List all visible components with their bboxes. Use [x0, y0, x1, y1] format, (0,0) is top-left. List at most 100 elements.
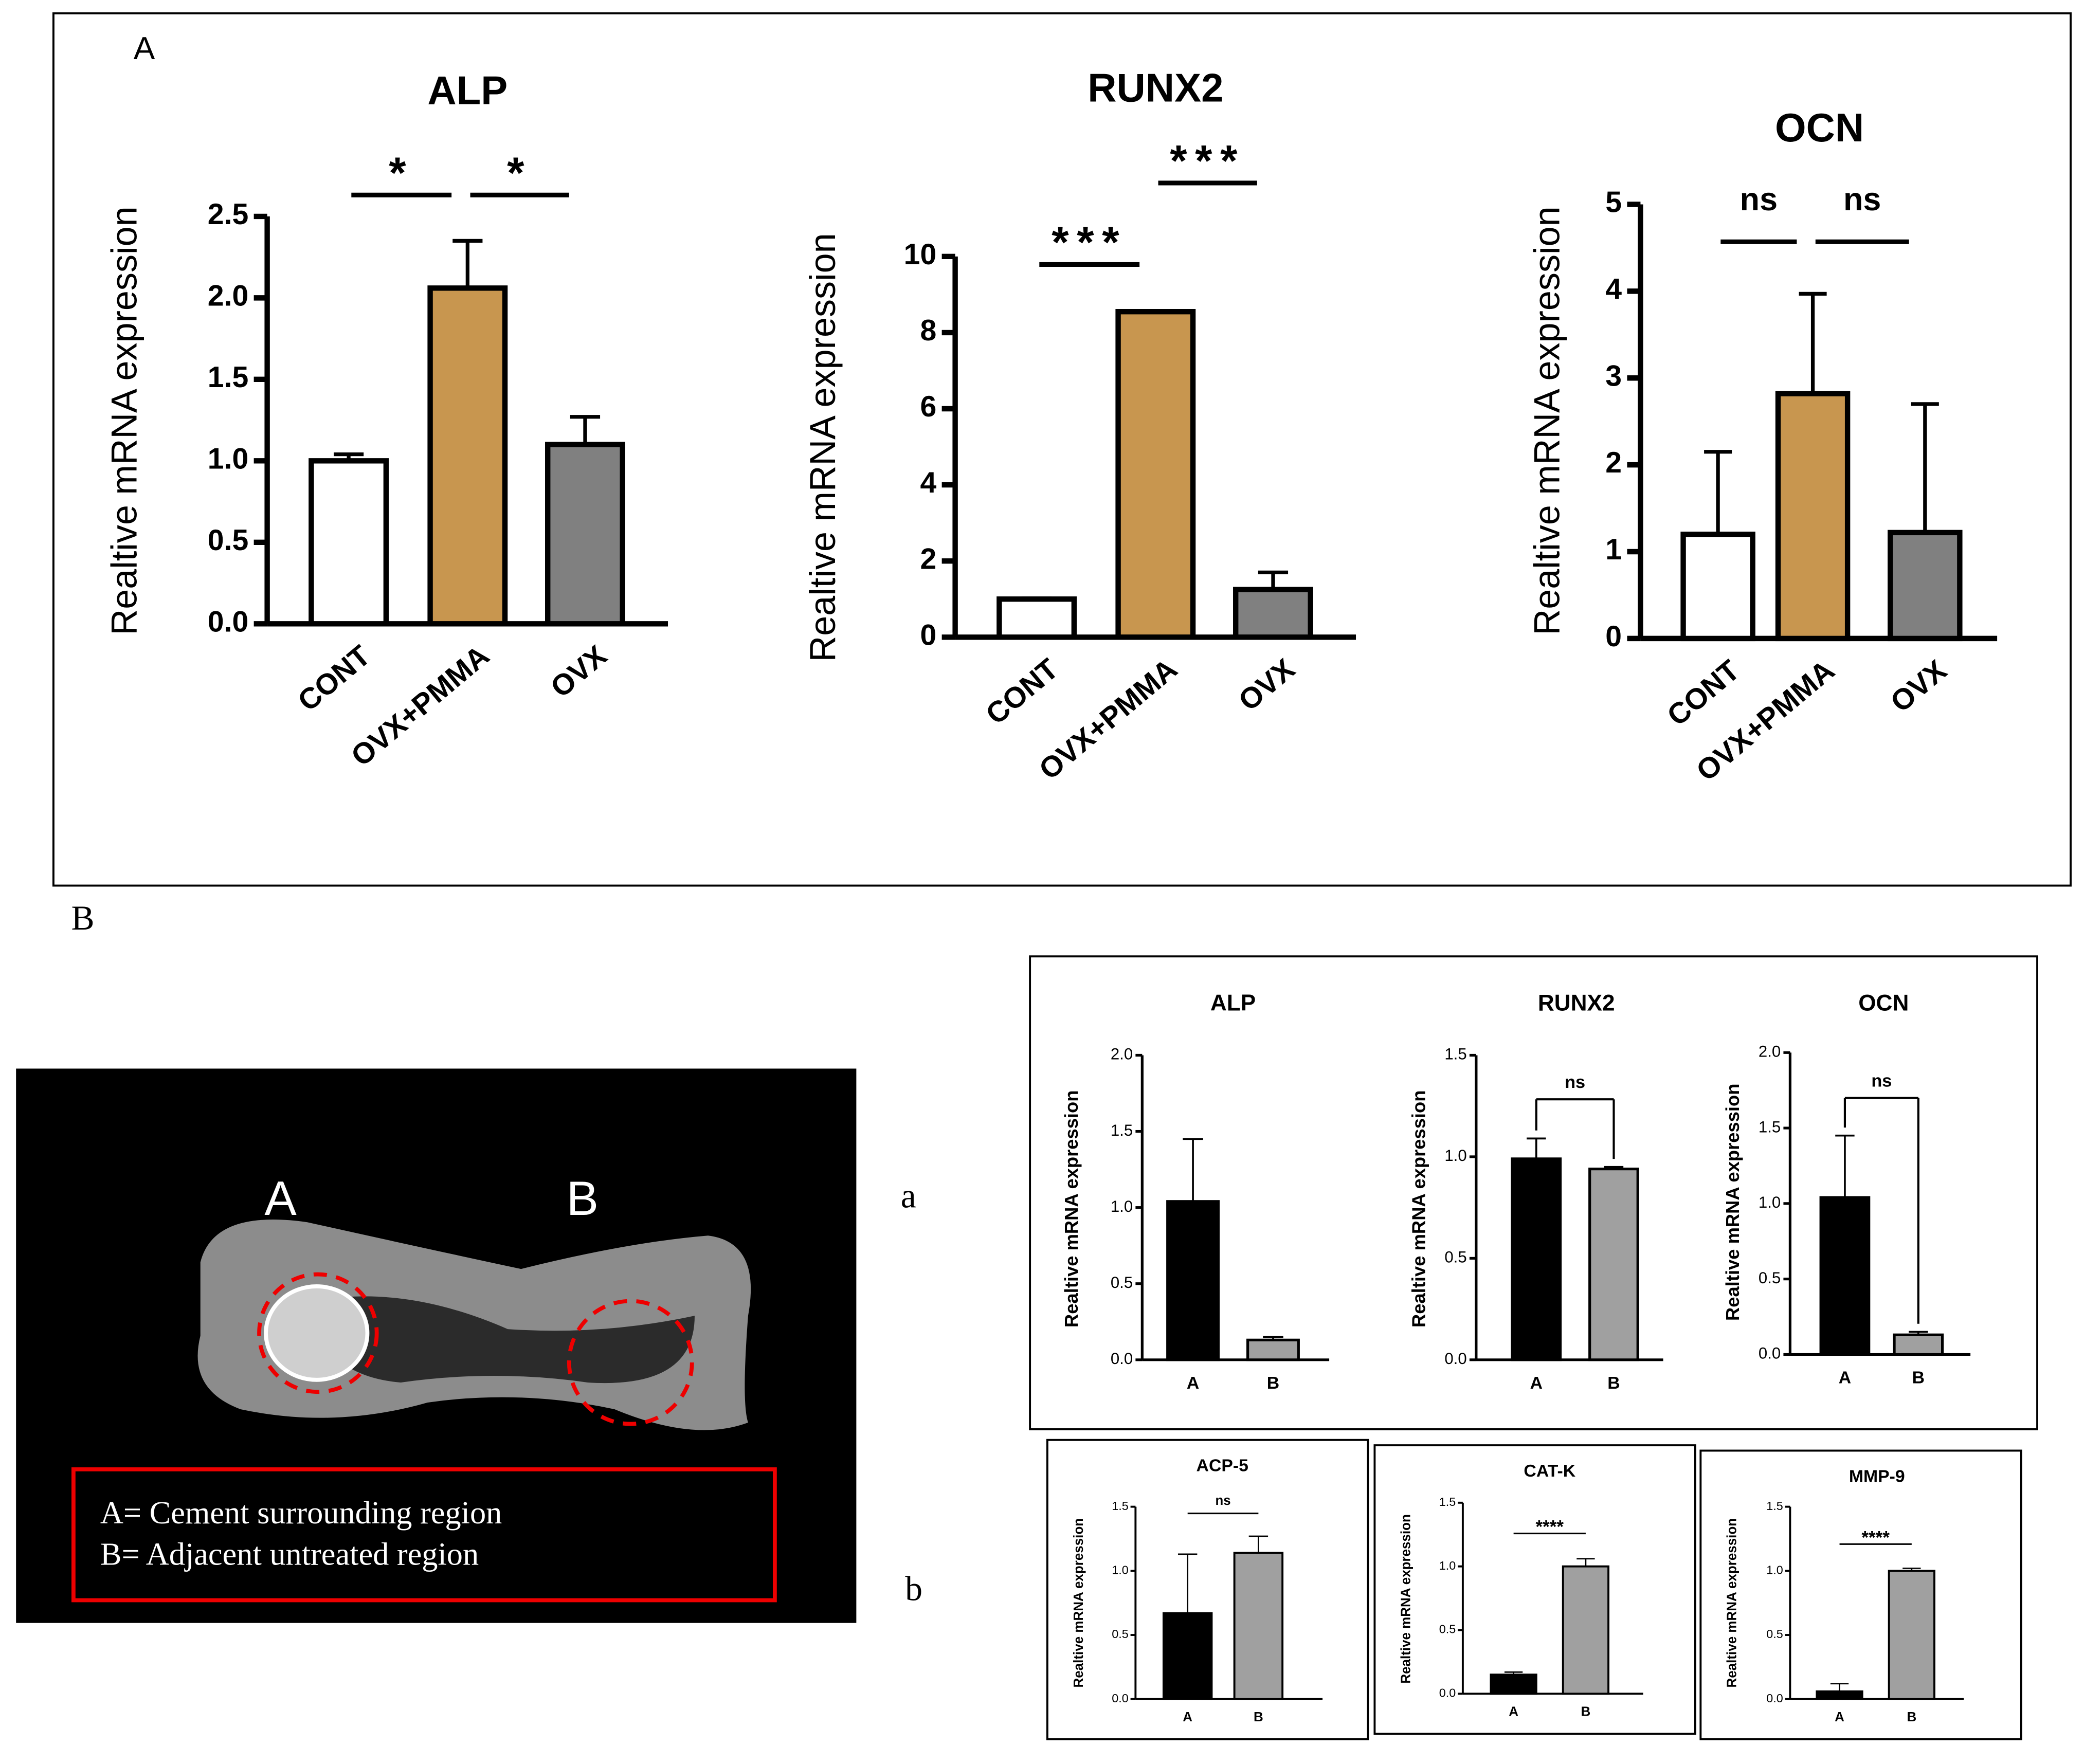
x-tick-label: CONT — [980, 652, 1064, 731]
y-tick-label: 1.5 — [1112, 1499, 1129, 1513]
y-tick-label: 0.0 — [1766, 1692, 1783, 1705]
y-tick-label: 0.5 — [1444, 1248, 1466, 1266]
y-tick-label: 1.0 — [208, 442, 248, 475]
x-tick-label: B — [1581, 1704, 1591, 1719]
chart-title: OCN — [1858, 990, 1909, 1015]
y-tick-label: 0.5 — [208, 524, 248, 557]
bar — [1888, 1570, 1935, 1700]
x-tick-label: B — [1907, 1709, 1916, 1724]
bar — [1562, 1565, 1610, 1695]
x-tick-label: A — [1835, 1709, 1844, 1724]
y-tick-label: 0.5 — [1766, 1627, 1783, 1641]
y-axis-label: Realtive mRNA expression — [1527, 206, 1567, 635]
bar — [1166, 1200, 1220, 1361]
x-tick-label: A — [1839, 1368, 1851, 1388]
x-tick-label: CONT — [1661, 653, 1746, 732]
significance-label: *** — [1052, 218, 1127, 267]
bar-chart: ALP Realtive mRNA expression 0.0 0.5 1.0 1.5 2… — [104, 67, 668, 773]
y-tick-label: 2 — [920, 542, 936, 575]
chart-title: CAT-K — [1524, 1461, 1575, 1481]
x-tick-label: B — [1607, 1373, 1620, 1393]
y-tick-label: 1.5 — [1766, 1499, 1783, 1513]
y-tick-label: 1.0 — [1111, 1197, 1133, 1215]
bar-chart: CAT-K Realtive mRNA expression 0.0 0.5 1.0 1.… — [1398, 1461, 1643, 1719]
significance-label: **** — [1861, 1527, 1890, 1548]
bar-chart: ACP-5 Realtive mRNA expression 0.0 0.5 1.0 1.… — [1071, 1456, 1323, 1724]
bar — [1115, 308, 1196, 640]
bar — [1233, 587, 1313, 640]
y-tick-label: 2.0 — [208, 279, 248, 312]
y-tick-label: 1 — [1605, 533, 1622, 566]
bar — [1233, 1552, 1284, 1700]
bar-chart: OCN Realtive mRNA expression 0.0 0.5 1.0 1.5 2… — [1722, 990, 1971, 1388]
x-tick-label: A — [1187, 1373, 1199, 1393]
bar — [1246, 1338, 1300, 1361]
x-tick-label: B — [1254, 1709, 1263, 1724]
significance-label: ns — [1871, 1071, 1892, 1090]
y-tick-label: 1.5 — [1111, 1121, 1133, 1139]
y-tick-label: 6 — [920, 390, 936, 423]
bar-chart: RUNX2 Realtive mRNA expression 0 2 4 6 8 10 CONT… — [803, 65, 1356, 786]
y-axis-label: Realtive mRNA expression — [1408, 1090, 1429, 1327]
bar — [545, 442, 625, 627]
x-tick-label: A — [1530, 1373, 1543, 1393]
y-tick-label: 3 — [1605, 359, 1622, 392]
significance-label: *** — [1170, 136, 1245, 186]
y-axis-label: Realtive mRNA expression — [1398, 1514, 1414, 1684]
bar — [1490, 1674, 1537, 1695]
panel-label: B — [71, 899, 95, 937]
y-tick-label: 1.5 — [1759, 1118, 1781, 1136]
chart-title: MMP-9 — [1849, 1466, 1905, 1486]
y-tick-label: 1.0 — [1439, 1559, 1456, 1572]
bar — [1816, 1690, 1863, 1700]
y-axis-label: Realtive mRNA expression — [1724, 1518, 1739, 1688]
y-tick-label: 0.0 — [1759, 1344, 1781, 1362]
bar — [1162, 1612, 1213, 1700]
y-tick-label: 0 — [1605, 620, 1622, 653]
panel-bb-frame — [1699, 1449, 2022, 1740]
bar — [1511, 1157, 1562, 1361]
y-tick-label: 10 — [904, 238, 937, 271]
bar — [1888, 530, 1963, 642]
panel-bb-frame — [1046, 1439, 1369, 1740]
bar-chart: ALP Realtive mRNA expression 0.0 0.5 1.0 1.5 2… — [1061, 990, 1330, 1393]
y-tick-label: 1.0 — [1112, 1563, 1129, 1576]
y-tick-label: 8 — [920, 314, 936, 347]
x-tick-label: B — [1267, 1373, 1279, 1393]
region-circle — [257, 1272, 379, 1394]
y-tick-label: 5 — [1605, 186, 1622, 219]
legend-box — [71, 1467, 777, 1603]
chart-title: ACP-5 — [1197, 1456, 1248, 1476]
y-tick-label: 1.5 — [208, 361, 248, 394]
y-tick-label: 2.0 — [1759, 1043, 1781, 1061]
x-tick-label: OVX — [1233, 652, 1301, 718]
bar — [1819, 1196, 1871, 1356]
bar — [1680, 532, 1755, 642]
y-axis-label: Realtive mRNA expression — [104, 206, 144, 635]
y-axis-label: Realtive mRNA expression — [803, 233, 843, 662]
y-tick-label: 0.5 — [1112, 1627, 1129, 1641]
legend-text: A= Cement surrounding region — [100, 1495, 502, 1531]
significance-label: * — [389, 149, 414, 198]
marrow — [307, 1296, 695, 1384]
y-tick-label: 0.5 — [1111, 1274, 1133, 1292]
y-tick-label: 0 — [920, 619, 936, 651]
significance-label: * — [507, 149, 532, 198]
x-tick-label: OVX — [1884, 654, 1953, 719]
y-tick-label: 1.0 — [1766, 1563, 1783, 1576]
chart-title: RUNX2 — [1088, 65, 1223, 110]
panel-label: A — [134, 31, 155, 66]
region-label: A — [264, 1171, 297, 1225]
cement — [264, 1284, 370, 1382]
legend-text: B= Adjacent untreated region — [100, 1537, 479, 1572]
bar — [1588, 1168, 1639, 1361]
bar — [1893, 1333, 1944, 1356]
region-label: B — [567, 1171, 599, 1225]
significance-label: ns — [1565, 1072, 1585, 1092]
panel-ba-frame — [1029, 955, 2039, 1430]
y-tick-label: 2.0 — [1111, 1045, 1133, 1063]
panel-a-frame — [52, 12, 2072, 887]
y-tick-label: 1.5 — [1444, 1045, 1466, 1063]
y-tick-label: 1.5 — [1439, 1495, 1456, 1508]
